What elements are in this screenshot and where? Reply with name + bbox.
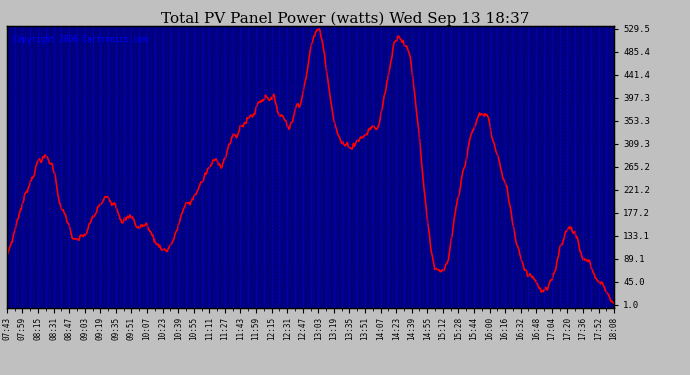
Text: Total PV Panel Power (watts) Wed Sep 13 18:37: Total PV Panel Power (watts) Wed Sep 13 … — [161, 11, 529, 26]
Text: Copyright 2006 Cartronics.com: Copyright 2006 Cartronics.com — [13, 35, 147, 44]
